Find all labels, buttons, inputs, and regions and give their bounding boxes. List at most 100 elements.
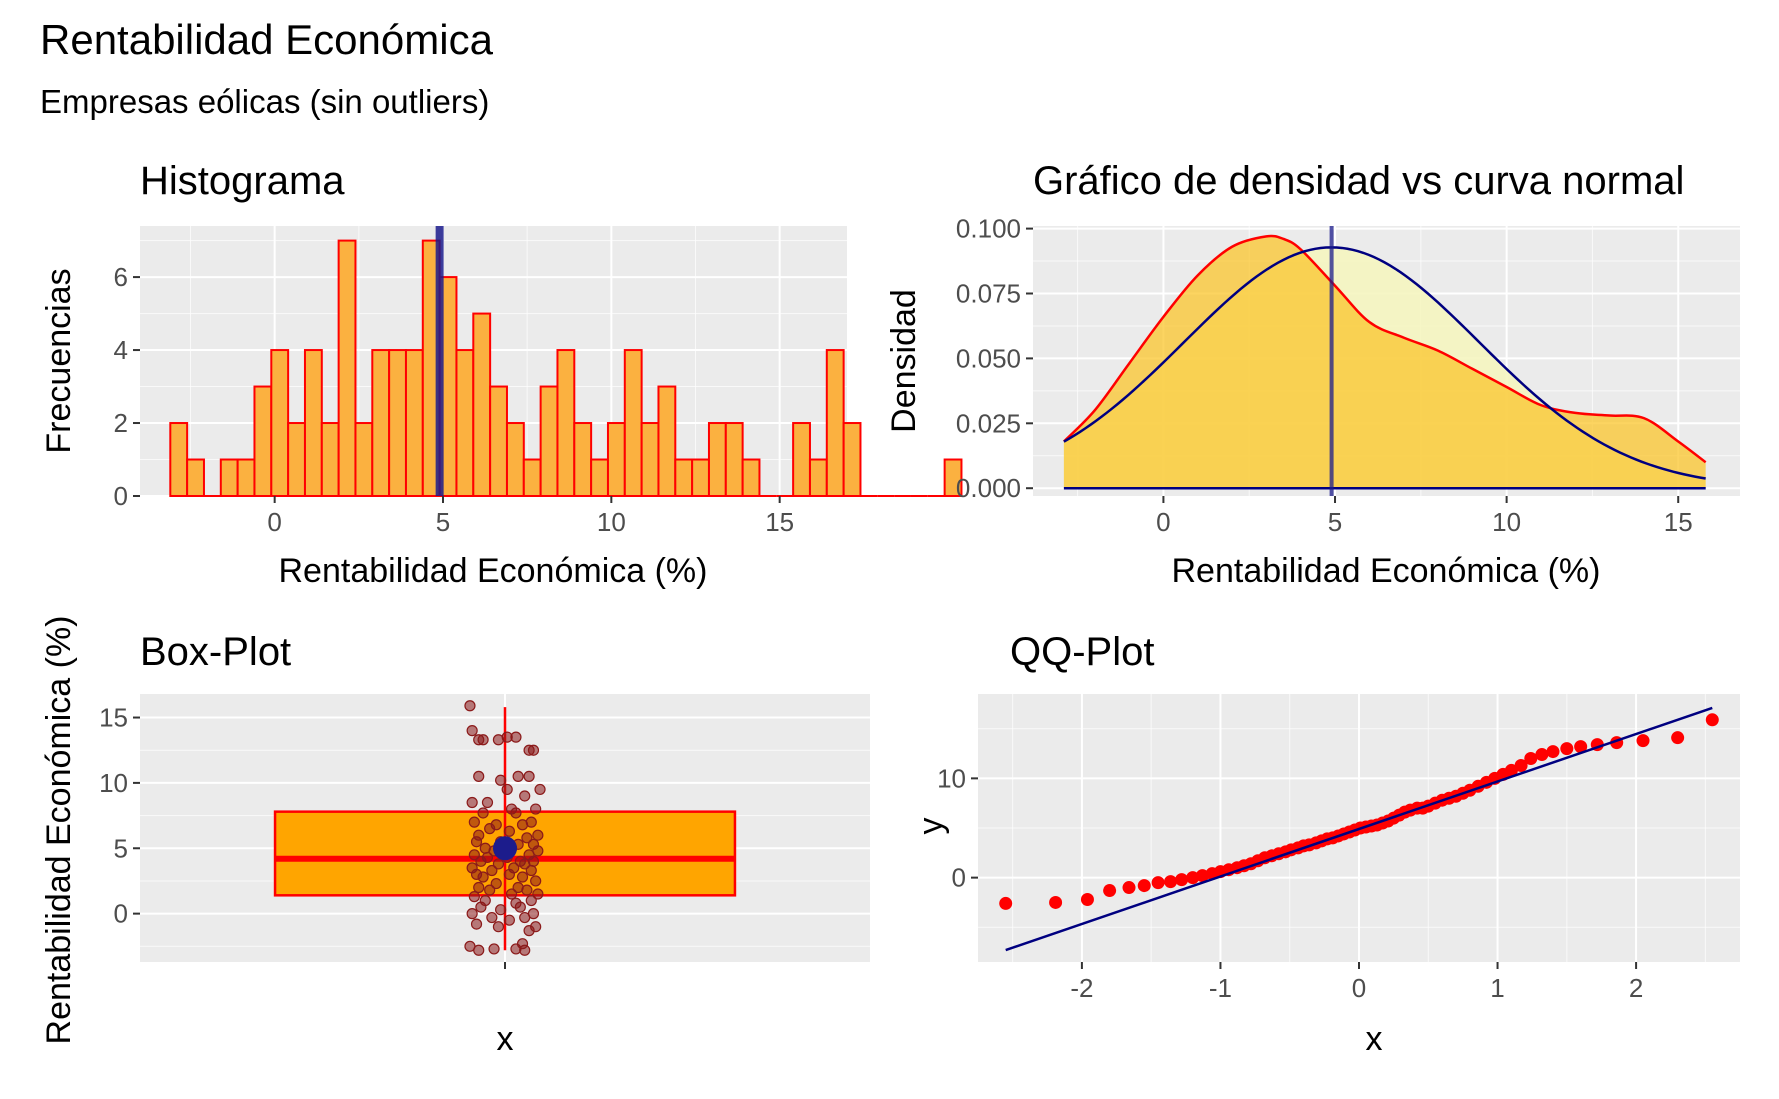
qqplot-point: [1546, 745, 1560, 759]
boxplot-jitter-point: [503, 914, 515, 926]
qqplot-shapes: [999, 706, 1719, 952]
qqplot-xtick-label: 0: [1352, 973, 1366, 1003]
histogram-bar: [186, 458, 205, 498]
boxplot-jitter-point: [470, 918, 483, 930]
boxplot-jitter-point: [532, 829, 544, 841]
qqplot-xtick-label: 2: [1629, 973, 1643, 1003]
boxplot-jitter-point: [512, 770, 524, 782]
boxplot-jitter-point: [495, 904, 507, 916]
boxplot-jitter-point: [477, 807, 489, 819]
boxplot-jitter-point: [490, 877, 502, 890]
boxplot-jitter-point: [503, 868, 515, 881]
density-xtick-label: 0: [1156, 507, 1170, 537]
boxplot-jitter-point: [510, 807, 522, 819]
histogram-bar: [808, 458, 828, 498]
qqplot-ylabel: y: [912, 818, 950, 835]
histogram-bar: [556, 349, 576, 497]
histogram-bar: [842, 422, 862, 498]
histogram-bar: [792, 422, 811, 498]
boxplot-jitter-point: [519, 911, 531, 924]
qqplot-point: [1080, 892, 1094, 906]
boxplot-ytick-label: 15: [99, 703, 128, 733]
qqplot-point: [1103, 884, 1117, 898]
qqplot-xtick-label: -2: [1070, 973, 1093, 1003]
boxplot-jitter-point: [514, 901, 526, 913]
histogram-bar: [943, 458, 963, 498]
histogram-bar: [539, 385, 559, 497]
boxplot-jitter-point: [505, 888, 518, 900]
histogram-xlabel: Rentabilidad Económica (%): [279, 552, 708, 590]
boxplot-jitter-point: [477, 734, 489, 746]
boxplot-jitter-point: [495, 774, 507, 786]
boxplot-jitter-point: [473, 944, 485, 956]
density-ytick-label: 0.025: [956, 408, 1021, 438]
histogram-ytick-label: 6: [114, 262, 128, 292]
histogram-bar: [219, 458, 239, 498]
density-ytick-label: 0.000: [956, 473, 1021, 503]
qqplot-point: [999, 896, 1013, 910]
density-xtick-label: 10: [1492, 507, 1521, 537]
qqplot-point: [1560, 742, 1574, 756]
boxplot-jitter-point: [521, 884, 533, 896]
boxplot-jitter-point: [530, 803, 542, 815]
qqplot-point: [1122, 881, 1136, 895]
qqplot-xtick-label: -1: [1209, 973, 1232, 1003]
boxplot-jitter-point: [488, 943, 500, 955]
qqplot-point: [1151, 876, 1165, 890]
boxplot-jitter-point: [532, 888, 544, 900]
qqplot-ytick-label: 0: [952, 863, 966, 893]
density-title: Gráfico de densidad vs curva normal: [1033, 159, 1684, 203]
density-xtick-label: 5: [1328, 507, 1342, 537]
histogram-bar: [287, 422, 306, 498]
qqplot-point: [1671, 731, 1685, 745]
boxplot-jitter-point: [523, 770, 535, 782]
boxplot-jitter-point: [484, 823, 496, 835]
qqplot-point: [1636, 734, 1650, 748]
boxplot-jitter-point: [516, 871, 529, 883]
density-shapes: [1063, 226, 1707, 496]
boxplot-jitter-point: [484, 884, 496, 896]
qqplot-reference-line: [1005, 706, 1713, 952]
histogram-xtick-label: 10: [597, 507, 626, 537]
boxplot-jitter-point: [475, 855, 487, 867]
histogram-ylabel: Frecuencias: [40, 268, 78, 453]
boxplot-jitter-point: [464, 700, 476, 712]
qqplot-point: [1049, 895, 1063, 909]
histogram-bar: [337, 239, 357, 497]
qqplot-point: [1524, 752, 1538, 766]
histogram-bar: [590, 458, 609, 498]
qqplot-xtick-label: 1: [1490, 973, 1504, 1003]
qqplot-point: [1186, 871, 1200, 885]
qqplot-point: [1535, 748, 1549, 762]
histogram-bar: [640, 422, 660, 498]
qqplot-point: [1705, 713, 1719, 727]
histogram-bar: [489, 385, 508, 497]
histogram-xtick-label: 15: [765, 507, 794, 537]
density-panel: Gráfico de densidad vs curva normal 0 5 10…: [885, 159, 1740, 590]
boxplot-jitter-point: [519, 858, 531, 870]
figure-title: Rentabilidad Económica: [40, 16, 494, 63]
boxplot-jitter-point: [466, 725, 478, 737]
boxplot-jitter-point: [492, 921, 505, 933]
histogram-ytick-label: 0: [114, 481, 128, 511]
boxplot-jitter-point: [527, 744, 540, 756]
histogram-bar: [825, 349, 845, 497]
histogram-bar: [623, 349, 643, 497]
boxplot-jitter-point: [519, 790, 531, 802]
histogram-bar: [270, 349, 290, 497]
histogram-bar: [253, 385, 273, 497]
boxplot-jitter-point: [477, 871, 489, 883]
density-xtick-label: 15: [1664, 507, 1693, 537]
histogram-bar: [404, 349, 424, 497]
histogram-bar: [505, 422, 525, 498]
boxplot-title: Box-Plot: [140, 630, 291, 674]
histogram-bar: [573, 422, 593, 498]
boxplot-jitter-point: [492, 858, 505, 870]
histogram-bar: [455, 349, 475, 497]
histogram-bar: [724, 422, 744, 498]
boxplot-jitter-point: [468, 849, 480, 861]
qqplot-ticks: -2 -1 0 1 2 0 10: [937, 763, 1643, 1003]
histogram-bar: [472, 312, 492, 497]
qqplot-title: QQ-Plot: [1010, 630, 1154, 674]
density-ticks: 0 5 10 15 0.000 0.025 0.050 0.075 0.100: [956, 214, 1693, 537]
